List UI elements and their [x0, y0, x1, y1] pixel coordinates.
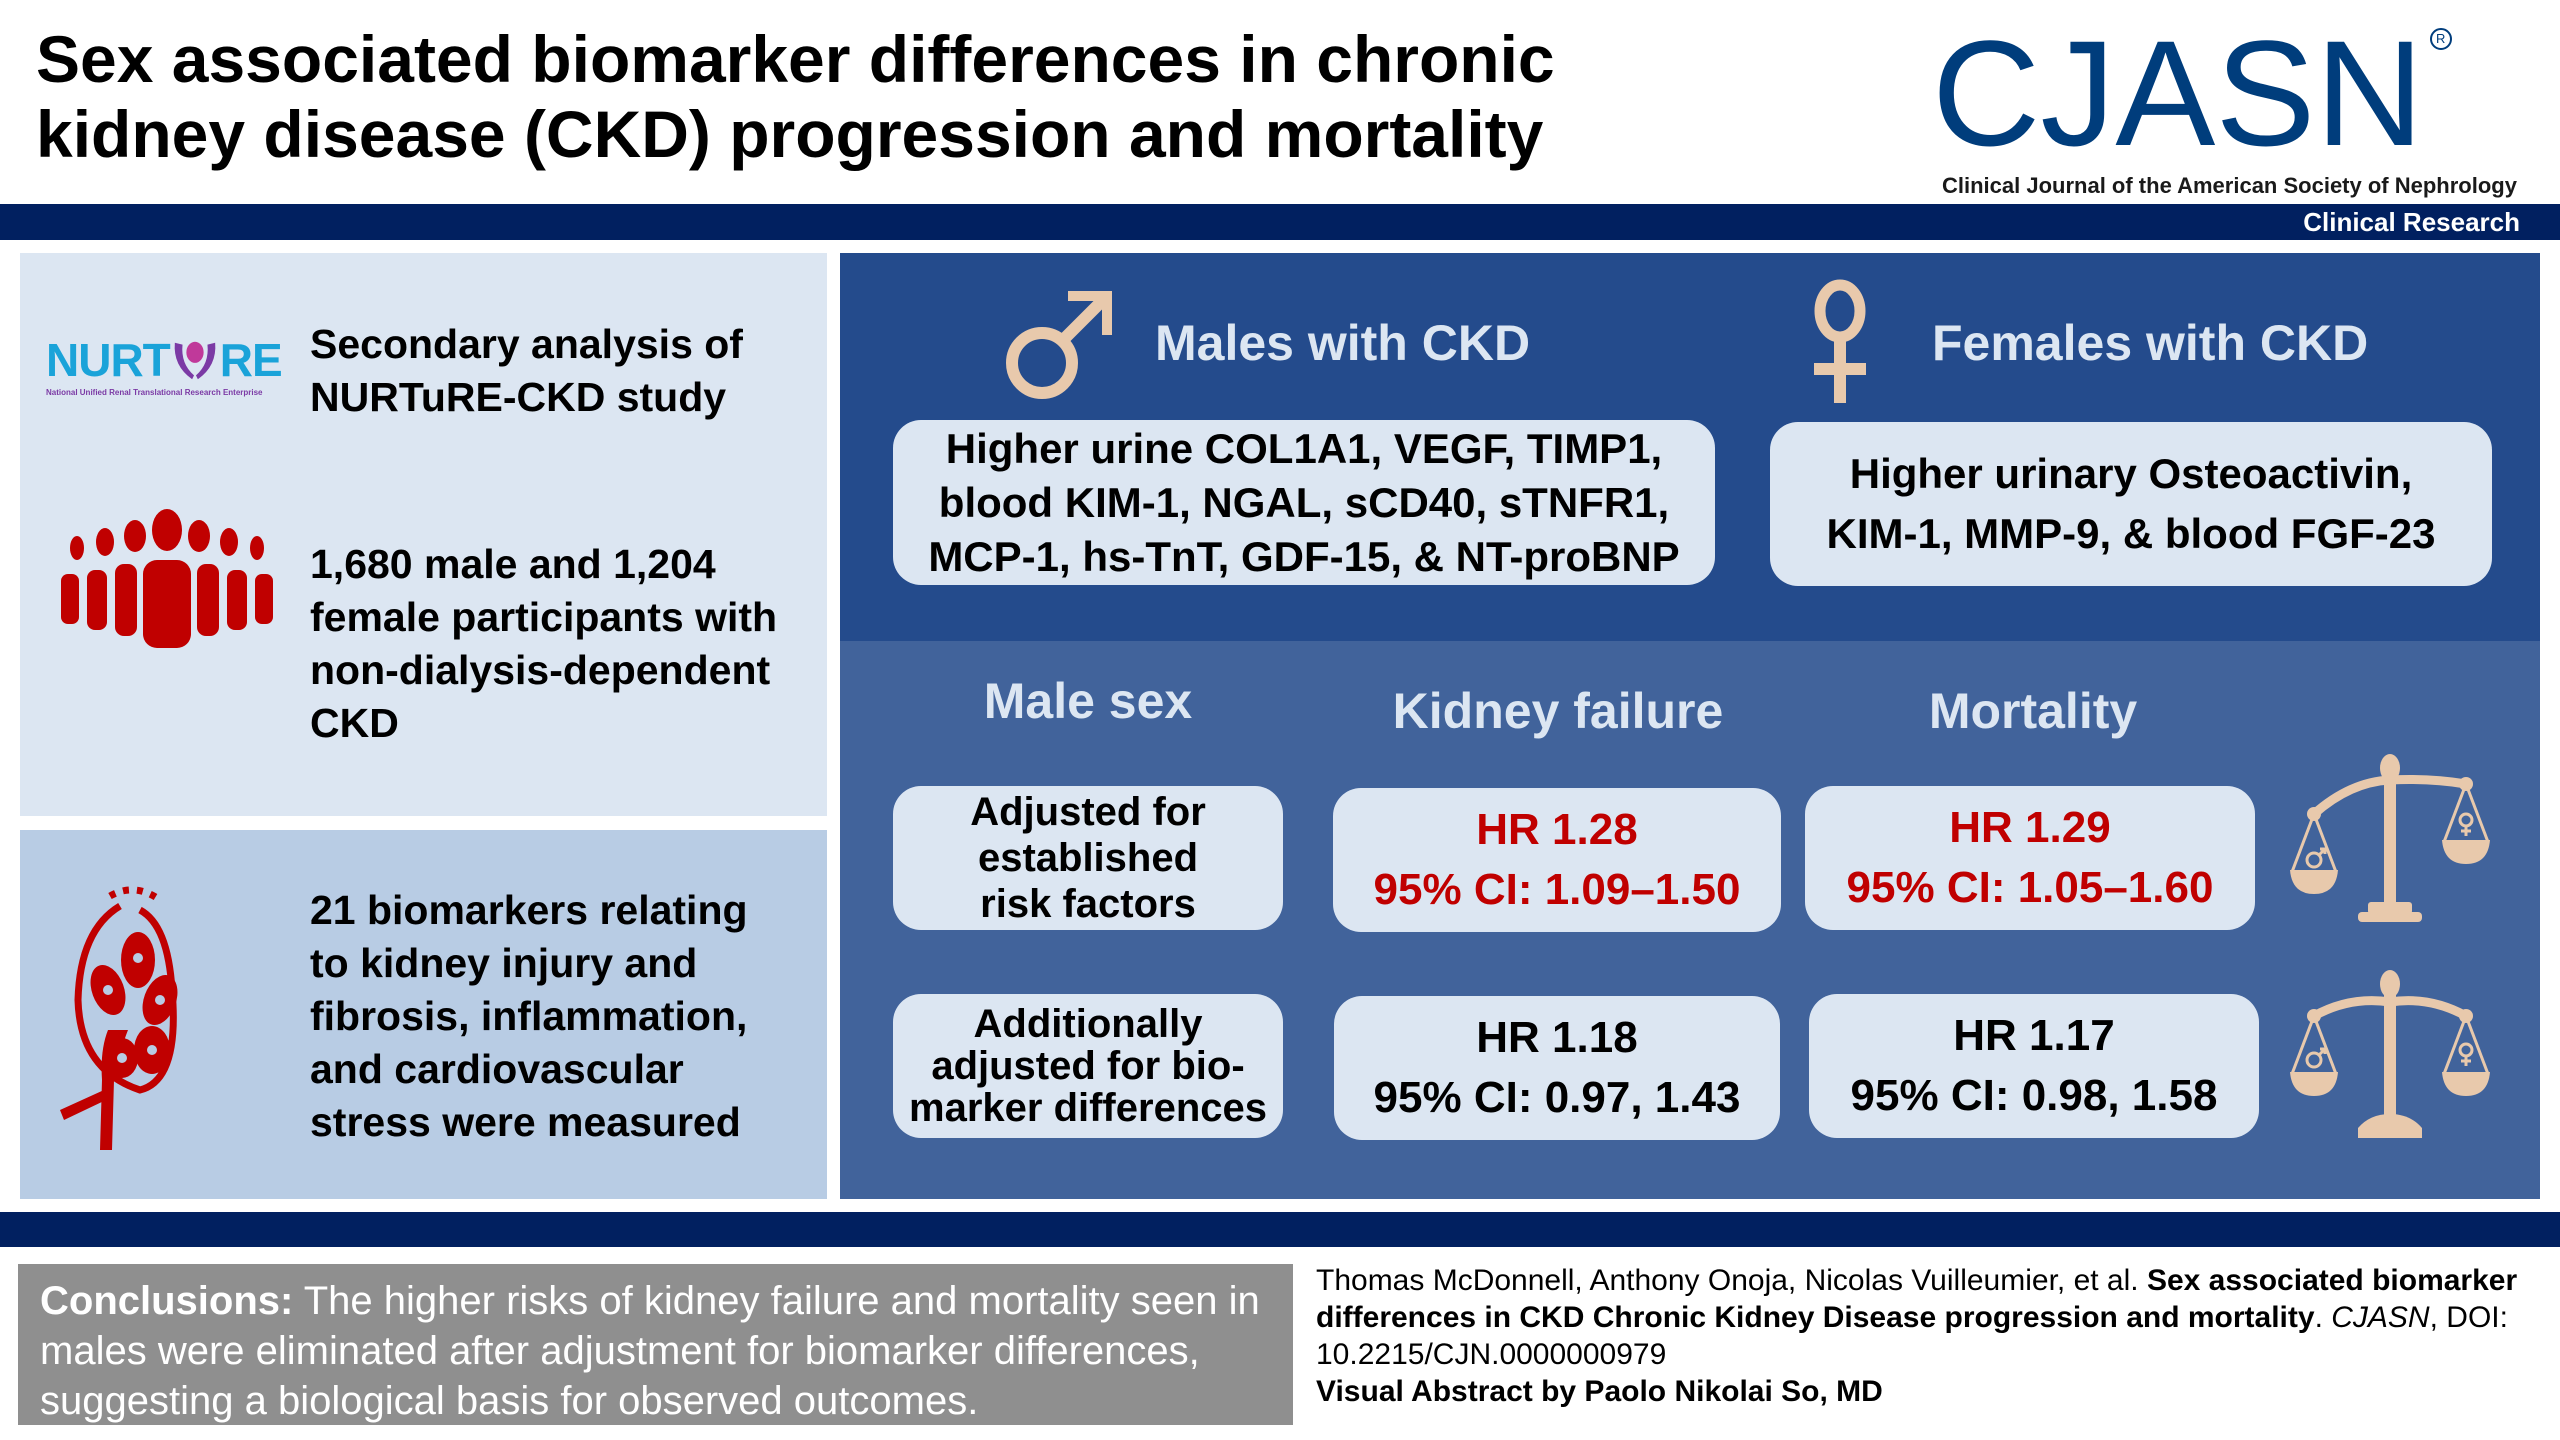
balanced-scale-icon	[2290, 970, 2490, 1138]
kidney-icon	[60, 886, 178, 1150]
females-heading: Females with CKD	[1932, 315, 2369, 371]
footer-bar	[0, 1212, 2560, 1247]
logo-subtitle: National Unified Renal Translational Res…	[46, 388, 263, 397]
visual-abstract-credit: Visual Abstract by Paolo Nikolai So, MD	[1316, 1375, 1883, 1408]
row-header-male-sex: Male sex	[983, 673, 1193, 729]
row-2-label-line-2: adjusted for bio-	[931, 1044, 1245, 1088]
females-biomarkers-line-1: Higher urinary Osteoactivin,	[1849, 450, 2413, 497]
citation-separator: .	[2314, 1301, 2332, 1334]
citation-doi: , DOI: 10.2215/CJN.0000000979	[1316, 1301, 2508, 1371]
males-biomarkers-line-1: Higher urine COL1A1, VEGF, TIMP1,	[945, 424, 1663, 472]
people-group-icon	[61, 509, 273, 648]
female-symbol-icon	[1814, 279, 1866, 403]
header-bar	[0, 204, 2560, 240]
hr-value: HR 1.17	[1953, 1011, 2115, 1060]
hr-value: HR 1.18	[1476, 1013, 1638, 1062]
males-biomarkers-line-3: MCP-1, hs-TnT, GDF-15, & NT-proBNP	[928, 532, 1680, 580]
conclusions-text: The higher risks of kidney failure and m…	[40, 1279, 1260, 1423]
journal-full-name: Clinical Journal of the American Society…	[1942, 173, 2517, 198]
females-biomarkers-line-2: KIM-1, MMP-9, & blood FGF-23	[1826, 510, 2436, 557]
title-line-1: Sex associated biomarker differences in …	[36, 22, 1555, 96]
row-2-label-line-1: Additionally	[973, 1002, 1203, 1046]
conclusions-box: Conclusions: The higher risks of kidney …	[18, 1264, 1293, 1425]
title-line-2: kidney disease (CKD) progression and mor…	[36, 97, 1544, 171]
column-header-kidney-failure: Kidney failure	[1392, 683, 1724, 739]
adjustment-label-row-1: Adjusted for established risk factors	[893, 786, 1283, 930]
participants-line-4: CKD	[310, 700, 399, 746]
ci-value: 95% CI: 0.97, 1.43	[1373, 1073, 1741, 1122]
logo-text-left: NURT	[46, 334, 171, 386]
tilted-scale-icon	[2290, 754, 2490, 922]
citation-article-title: Sex associated biomarker differences in …	[1316, 1264, 2518, 1334]
male-symbol-icon	[1006, 291, 1112, 399]
column-header-mortality: Mortality	[1928, 683, 2138, 739]
males-biomarkers-line-2: blood KIM-1, NGAL, sCD40, sTNFR1,	[938, 478, 1670, 526]
males-heading: Males with CKD	[1155, 315, 1531, 371]
ci-value: 95% CI: 1.09–1.50	[1373, 865, 1741, 914]
ci-value: 95% CI: 0.98, 1.58	[1850, 1071, 2218, 1120]
scale-female-symbol	[2458, 1042, 2474, 1066]
study-description: Secondary analysis of NURTuRE-CKD study	[310, 318, 743, 424]
kidney-failure-hr-row-1: HR 1.28 95% CI: 1.09–1.50	[1333, 788, 1781, 932]
logo-text-right: RE	[219, 334, 283, 386]
participants-line-2: female participants with	[310, 594, 778, 640]
kidney-failure-hr-row-2: HR 1.18 95% CI: 0.97, 1.43	[1334, 996, 1780, 1140]
study-line-1: Secondary analysis of	[310, 321, 743, 367]
citation: Thomas McDonnell, Anthony Onoja, Nicolas…	[1316, 1262, 2546, 1410]
hr-value: HR 1.29	[1949, 803, 2111, 852]
registered-mark: R	[2429, 28, 2452, 50]
scale-male-symbol	[2305, 1047, 2327, 1069]
citation-journal: CJASN	[2331, 1301, 2430, 1334]
journal-logo: CJASN	[1932, 9, 2424, 177]
citation-authors: Thomas McDonnell, Anthony Onoja, Nicolas…	[1316, 1264, 2147, 1297]
page-title: Sex associated biomarker differences in …	[36, 22, 1796, 172]
participants-line-3: non-dialysis-dependent	[310, 647, 771, 693]
mortality-hr-row-2: HR 1.17 95% CI: 0.98, 1.58	[1809, 994, 2259, 1138]
row-1-label-line-1: Adjusted for	[970, 790, 1206, 834]
row-1-label-line-2: established	[977, 836, 1199, 880]
males-biomarkers-box: Higher urine COL1A1, VEGF, TIMP1, blood …	[893, 420, 1715, 585]
biomarkers-line-5: stress were measured	[310, 1099, 741, 1145]
adjustment-label-row-2: Additionally adjusted for bio- marker di…	[893, 994, 1283, 1138]
females-biomarkers-box: Higher urinary Osteoactivin, KIM-1, MMP-…	[1770, 422, 2492, 586]
biomarkers-description: 21 biomarkers relating to kidney injury …	[310, 884, 748, 1149]
row-2-label-line-3: marker differences	[909, 1086, 1267, 1130]
ci-value: 95% CI: 1.05–1.60	[1846, 863, 2214, 912]
biomarkers-line-1: 21 biomarkers relating	[310, 887, 748, 933]
nurture-logo: NURT RE National Unified Renal Translati…	[46, 332, 296, 406]
biomarkers-line-4: and cardiovascular	[310, 1046, 684, 1092]
row-1-label-line-3: risk factors	[980, 882, 1196, 926]
scale-male-symbol	[2305, 847, 2327, 869]
hr-value: HR 1.28	[1476, 805, 1638, 854]
scale-female-symbol	[2458, 812, 2474, 836]
journal-logo-group: CJASN R	[1932, 18, 2532, 168]
nurture-logo-row: NURT RE	[46, 332, 296, 384]
participants-description: 1,680 male and 1,204 female participants…	[310, 538, 777, 750]
participants-line-1: 1,680 male and 1,204	[310, 541, 716, 587]
mortality-hr-row-1: HR 1.29 95% CI: 1.05–1.60	[1805, 786, 2255, 930]
hands-kidney-icon	[174, 341, 216, 380]
biomarkers-line-3: fibrosis, inflammation,	[310, 993, 748, 1039]
biomarkers-line-2: to kidney injury and	[310, 940, 698, 986]
conclusions-label: Conclusions:	[40, 1279, 294, 1323]
study-line-2: NURTuRE-CKD study	[310, 374, 727, 420]
section-label: Clinical Research	[2303, 207, 2520, 237]
